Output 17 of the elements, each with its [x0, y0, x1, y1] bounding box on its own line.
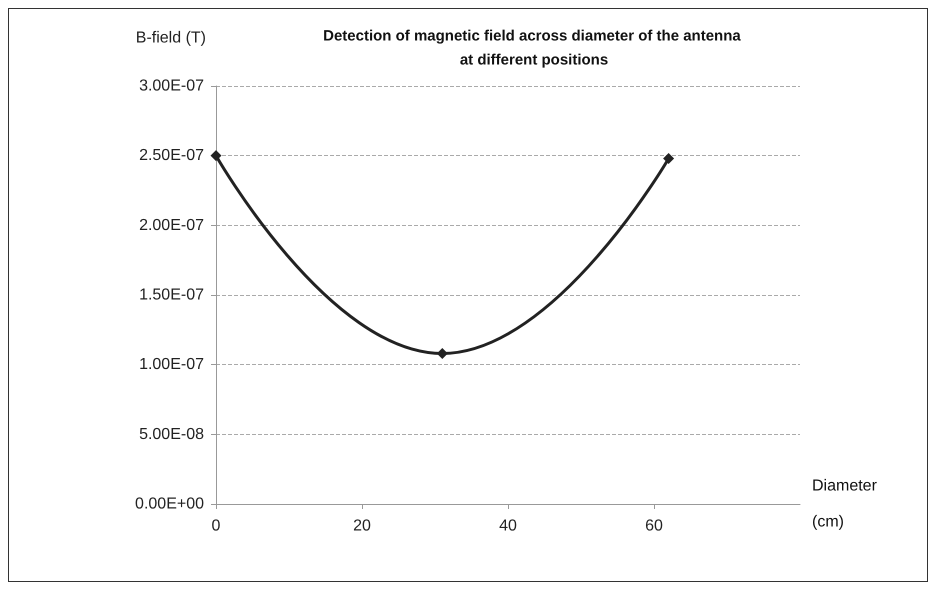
x-tick-label: 20: [353, 518, 371, 534]
point: [436, 348, 448, 360]
x-tick-label: 40: [499, 518, 517, 534]
x-tick-label: 60: [645, 518, 663, 534]
y-tick-label: 5.00E-08: [139, 426, 204, 443]
point: [210, 150, 222, 162]
y-tick-label: 1.00E-07: [139, 356, 204, 374]
y-tick-label: 1.50E-07: [139, 286, 204, 304]
x-tick-label: 0: [212, 518, 221, 534]
x-axis-title: Diameter (cm): [812, 478, 878, 530]
y-tick-label: 3.00E-07: [139, 78, 204, 94]
chart-title: Detection of magnetic field across diameter of the antenna at different positions: [323, 28, 745, 68]
y-tick-label: 2.50E-07: [139, 147, 204, 164]
point: [663, 152, 674, 164]
y-tick-label: 2.00E-07: [139, 216, 204, 234]
y-tick-label: 0.00E+00: [135, 496, 204, 512]
y-axis-title: B-field (T): [136, 30, 206, 46]
